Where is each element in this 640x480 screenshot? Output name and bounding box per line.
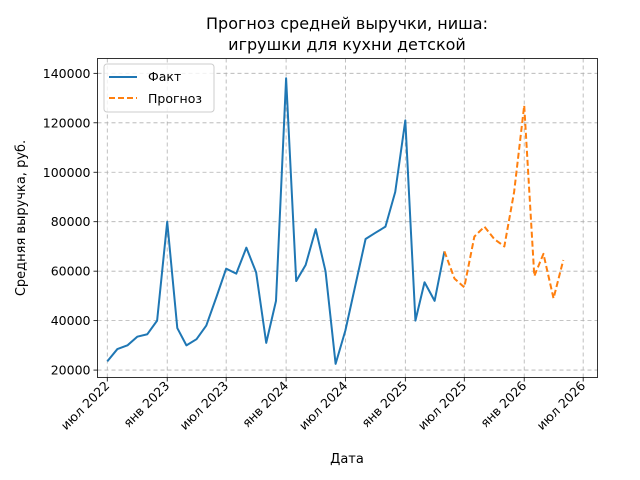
series-layer: [106, 77, 565, 365]
data-point: [167, 221, 168, 222]
data-point: [335, 363, 336, 364]
data-point: [375, 232, 376, 233]
data-point: [226, 268, 227, 269]
x-tick-label: июл 2022: [58, 378, 113, 433]
data-point: [266, 342, 267, 343]
legend: Факт Прогноз: [103, 63, 215, 113]
y-tick-label: 80000: [51, 214, 91, 229]
data-point: [405, 120, 406, 121]
data-point: [395, 192, 396, 193]
data-point: [345, 330, 346, 331]
x-tick-label: июл 2026: [534, 378, 589, 433]
data-point: [415, 320, 416, 321]
x-tick-label: янв 2025: [358, 378, 410, 430]
x-axis-label: Дата: [330, 452, 364, 467]
data-point: [127, 345, 128, 346]
x-tick-label: янв 2023: [120, 378, 172, 430]
data-point: [385, 226, 386, 227]
data-point: [494, 239, 495, 240]
x-tick-label: янв 2024: [239, 378, 291, 430]
chart-title-line-1: Прогноз средней выручки, ниша:: [206, 14, 488, 33]
data-point: [325, 271, 326, 272]
data-point: [137, 336, 138, 337]
data-point: [246, 247, 247, 248]
x-axis-ticks: июл 2022 янв 2023 июл 2023 янв 2024 июл 2024…: [58, 377, 589, 433]
data-point: [553, 298, 554, 299]
data-point: [444, 251, 445, 252]
data-point: [514, 192, 515, 193]
plot-frame: [97, 58, 598, 378]
data-point: [117, 349, 118, 350]
data-point: [286, 78, 287, 79]
data-point: [543, 253, 544, 254]
data-point: [424, 282, 425, 283]
legend-label-fact: Факт: [148, 69, 181, 84]
data-point: [305, 264, 306, 265]
data-point: [276, 300, 277, 301]
data-point: [355, 284, 356, 285]
x-tick-label: янв 2026: [477, 378, 529, 430]
data-point: [315, 229, 316, 230]
series-line-fact: [106, 77, 446, 365]
data-point: [563, 260, 564, 261]
data-point: [365, 239, 366, 240]
x-tick-label: июл 2023: [177, 378, 232, 433]
y-tick-label: 100000: [43, 165, 91, 180]
y-axis-label: Средняя выручка, руб.: [14, 140, 29, 296]
data-point: [196, 339, 197, 340]
x-tick-label: июл 2025: [415, 378, 470, 433]
data-point: [464, 287, 465, 288]
data-point: [454, 278, 455, 279]
data-point: [484, 226, 485, 227]
data-point: [186, 345, 187, 346]
legend-label-forecast: Прогноз: [148, 91, 202, 106]
y-axis-ticks: 20000 40000 60000 80000 100000 120000 140000: [43, 66, 98, 378]
data-point: [236, 273, 237, 274]
data-point: [107, 361, 108, 362]
x-tick-label: июл 2024: [296, 378, 351, 433]
data-point: [147, 334, 148, 335]
y-tick-label: 40000: [51, 313, 91, 328]
series-line-forecast: [443, 104, 565, 300]
y-tick-label: 140000: [43, 66, 91, 81]
data-point: [296, 281, 297, 282]
data-point: [256, 272, 257, 273]
data-point: [534, 276, 535, 277]
data-point: [177, 328, 178, 329]
data-point: [157, 320, 158, 321]
y-tick-label: 60000: [51, 264, 91, 279]
y-tick-label: 20000: [51, 363, 91, 378]
grid-lines: [97, 58, 598, 378]
data-point: [206, 325, 207, 326]
data-point: [216, 297, 217, 298]
y-tick-label: 120000: [43, 115, 91, 130]
data-point: [504, 246, 505, 247]
chart-title-line-2: игрушки для кухни детской: [228, 35, 466, 54]
data-point: [474, 236, 475, 237]
data-point: [524, 105, 525, 106]
data-point: [434, 300, 435, 301]
